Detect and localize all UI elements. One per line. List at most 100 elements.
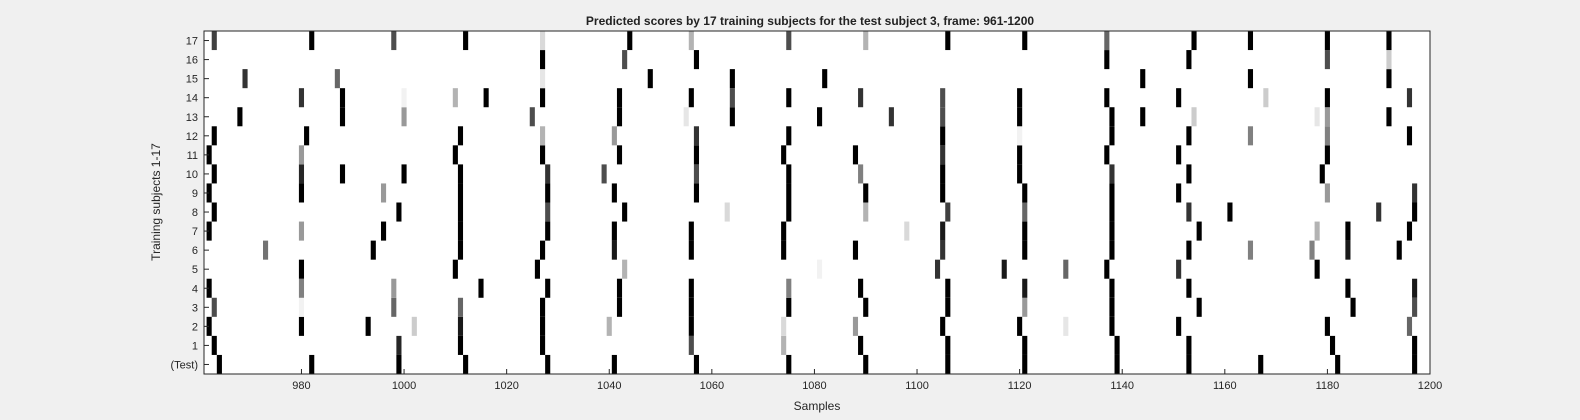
x-tick-label: 1060 — [700, 380, 724, 392]
heatmap-cell-14-9 — [786, 88, 792, 108]
heatmap-cell-9-6 — [693, 183, 700, 203]
heatmap-cell-2-2 — [365, 316, 371, 336]
y-tick-label: 16 — [186, 55, 198, 67]
heatmap-cell-16-5 — [1324, 50, 1330, 70]
heatmap-cell-7-5 — [611, 221, 617, 241]
heatmap-cell-(Test)-9 — [945, 354, 951, 374]
heatmap-cell-10-14 — [1319, 164, 1325, 184]
heatmap-cell-1-9 — [1114, 335, 1120, 355]
heatmap-cell-6-5 — [688, 240, 694, 260]
heatmap-cell-17-11 — [1104, 31, 1110, 51]
heatmap-cell-11-8 — [940, 145, 946, 165]
heatmap-cell-11-9 — [1017, 145, 1023, 165]
heatmap-cell-4-2 — [391, 278, 397, 298]
chart-title: Predicted scores by 17 training subjects… — [586, 14, 1034, 28]
heatmap-cell-3-12 — [1196, 297, 1202, 317]
heatmap-cell-12-10 — [1186, 126, 1192, 146]
heatmap-cell-2-7 — [688, 316, 694, 336]
heatmap-cell-8-1 — [396, 202, 402, 222]
y-tick-label: 7 — [192, 226, 198, 238]
heatmap-cell-2-4 — [457, 316, 464, 336]
heatmap-cell-17-13 — [1247, 31, 1254, 51]
heatmap-cell-8-13 — [1376, 202, 1382, 222]
heatmap-cell-7-0 — [206, 221, 212, 241]
heatmap-cell-11-12 — [1324, 145, 1330, 165]
y-tick-label: 4 — [192, 283, 198, 295]
heatmap-cell-4-9 — [945, 278, 951, 298]
heatmap-cell-10-13 — [1186, 164, 1192, 184]
heatmap-cell-13-7 — [817, 107, 823, 127]
heatmap-cell-2-9 — [852, 316, 859, 336]
y-tick-label: 11 — [187, 150, 198, 162]
heatmap-cell-8-12 — [1227, 202, 1233, 222]
y-tick-label: 12 — [186, 131, 198, 143]
heatmap-cell-14-0 — [298, 88, 305, 108]
heatmap-cell-3-6 — [688, 297, 694, 317]
heatmap-cell-4-5 — [616, 278, 623, 298]
heatmap-cell-7-4 — [545, 221, 551, 241]
heatmap-cell-14-12 — [1017, 88, 1023, 108]
heatmap-cell-6-9 — [1022, 240, 1028, 260]
heatmap-cell-14-17 — [1406, 88, 1413, 108]
heatmap-marks — [206, 31, 1418, 374]
heatmap-cell-(Test)-12 — [1186, 354, 1192, 374]
heatmap-cell-14-7 — [688, 88, 694, 108]
y-tick-label: 9 — [192, 188, 198, 200]
heatmap-cell-3-4 — [540, 297, 546, 317]
heatmap-cell-3-8 — [863, 297, 869, 317]
heatmap-cell-6-1 — [370, 240, 376, 260]
heatmap-cell-(Test)-3 — [463, 354, 469, 374]
heatmap-cell-15-2 — [540, 69, 546, 89]
heatmap-cell-2-6 — [606, 316, 612, 336]
heatmap-cell-15-6 — [1140, 69, 1146, 89]
heatmap-cell-11-11 — [1176, 145, 1182, 165]
y-axis-label: Training subjects 1-17 — [149, 143, 163, 261]
y-tick-label: 10 — [186, 169, 198, 181]
heatmap-cell-17-15 — [1386, 31, 1392, 51]
heatmap-cell-8-14 — [1412, 202, 1418, 222]
heatmap-cell-1-8 — [1022, 335, 1028, 355]
heatmap-cell-2-14 — [1176, 316, 1182, 336]
heatmap-cell-10-0 — [211, 164, 217, 184]
heatmap-cell-8-8 — [945, 202, 951, 222]
heatmap-cell-3-5 — [616, 297, 623, 317]
heatmap-cell-13-6 — [729, 107, 735, 127]
heatmap-cell-17-12 — [1191, 31, 1197, 51]
heatmap-cell-5-6 — [1001, 259, 1007, 279]
plot-frame — [203, 30, 1431, 375]
heatmap-cell-12-4 — [611, 126, 617, 146]
heatmap-cell-14-3 — [452, 88, 458, 108]
heatmap-cell-7-2 — [380, 221, 387, 241]
heatmap-cell-7-8 — [904, 221, 910, 241]
heatmap-cell-14-6 — [616, 88, 623, 108]
heatmap-cell-12-9 — [1109, 126, 1115, 146]
heatmap-cell-9-10 — [1022, 183, 1028, 203]
heatmap-cell-10-8 — [786, 164, 792, 184]
heatmap-cell-1-2 — [457, 335, 464, 355]
y-tick-label: 1 — [192, 340, 198, 352]
heatmap-cell-10-4 — [457, 164, 464, 184]
heatmap-cell-11-1 — [298, 145, 305, 165]
heatmap-cell-7-12 — [1196, 221, 1202, 241]
heatmap-cell-14-11 — [940, 88, 946, 108]
heatmap-cell-4-13 — [1345, 278, 1351, 298]
y-tick-label: (Test) — [171, 359, 199, 371]
heatmap-cell-12-12 — [1324, 126, 1330, 146]
heatmap-cell-9-9 — [940, 183, 946, 203]
y-tick-label: 5 — [192, 264, 198, 276]
heatmap-cell-4-1 — [298, 278, 305, 298]
heatmap-cell-4-6 — [688, 278, 694, 298]
heatmap-cell-2-11 — [1017, 316, 1023, 336]
heatmap-cell-6-10 — [1109, 240, 1115, 260]
heatmap-cell-17-10 — [1022, 31, 1028, 51]
heatmap-cell-15-4 — [729, 69, 735, 89]
heatmap-cell-9-11 — [1109, 183, 1115, 203]
heatmap-cell-16-1 — [622, 50, 628, 70]
heatmap-cell-11-6 — [781, 145, 787, 165]
heatmap-cell-(Test)-0 — [216, 354, 222, 374]
heatmap-cell-12-7 — [940, 126, 946, 146]
heatmap-cell-(Test)-7 — [786, 354, 792, 374]
heatmap-cell-7-9 — [940, 221, 946, 241]
heatmap-cell-5-2 — [534, 259, 540, 279]
heatmap-cell-13-3 — [529, 107, 535, 127]
